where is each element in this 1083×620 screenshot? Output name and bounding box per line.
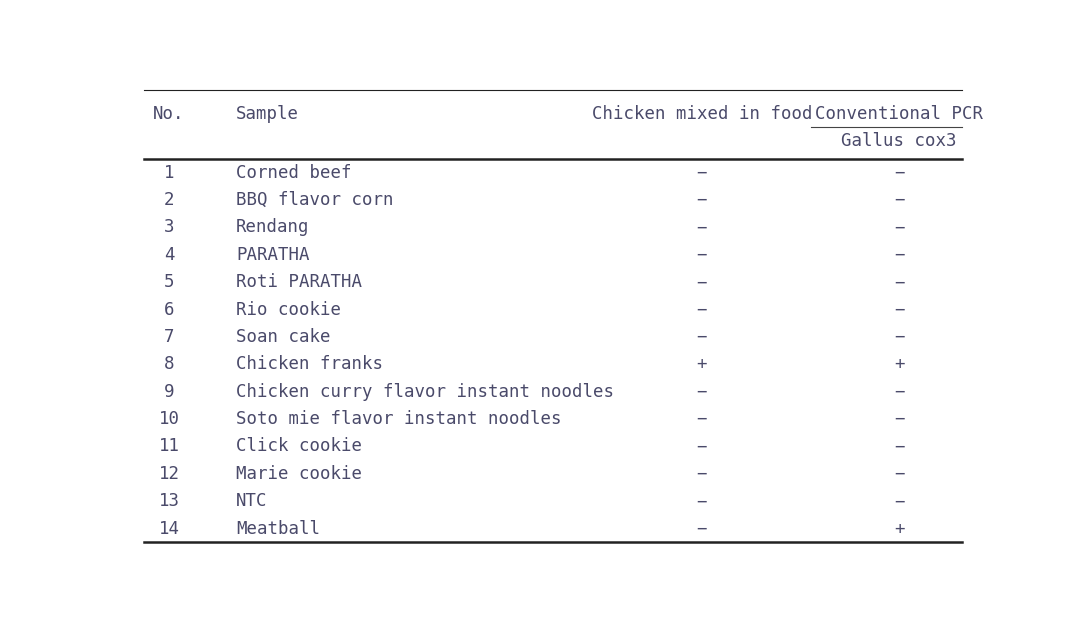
Text: 2: 2 (164, 191, 174, 209)
Text: 5: 5 (164, 273, 174, 291)
Text: −: − (893, 246, 904, 264)
Text: −: − (893, 383, 904, 401)
Text: −: − (696, 520, 707, 538)
Text: 8: 8 (164, 355, 174, 373)
Text: Sample: Sample (236, 105, 299, 123)
Text: −: − (696, 492, 707, 510)
Text: 9: 9 (164, 383, 174, 401)
Text: NTC: NTC (236, 492, 268, 510)
Text: 4: 4 (164, 246, 174, 264)
Text: −: − (893, 438, 904, 456)
Text: Soto mie flavor instant noodles: Soto mie flavor instant noodles (236, 410, 562, 428)
Text: +: + (696, 355, 707, 373)
Text: 7: 7 (164, 328, 174, 346)
Text: Chicken curry flavor instant noodles: Chicken curry flavor instant noodles (236, 383, 614, 401)
Text: Rio cookie: Rio cookie (236, 301, 341, 319)
Text: PARATHA: PARATHA (236, 246, 310, 264)
Text: −: − (893, 465, 904, 483)
Text: −: − (893, 164, 904, 182)
Text: Corned beef: Corned beef (236, 164, 352, 182)
Text: −: − (696, 246, 707, 264)
Text: 10: 10 (158, 410, 180, 428)
Text: 14: 14 (158, 520, 180, 538)
Text: −: − (893, 301, 904, 319)
Text: 11: 11 (158, 438, 180, 456)
Text: −: − (696, 191, 707, 209)
Text: −: − (696, 273, 707, 291)
Text: No.: No. (153, 105, 185, 123)
Text: 13: 13 (158, 492, 180, 510)
Text: Chicken franks: Chicken franks (236, 355, 383, 373)
Text: Roti PARATHA: Roti PARATHA (236, 273, 362, 291)
Text: 6: 6 (164, 301, 174, 319)
Text: −: − (893, 273, 904, 291)
Text: −: − (696, 164, 707, 182)
Text: −: − (893, 218, 904, 236)
Text: Click cookie: Click cookie (236, 438, 362, 456)
Text: −: − (696, 438, 707, 456)
Text: Chicken mixed in food: Chicken mixed in food (591, 105, 812, 123)
Text: +: + (893, 355, 904, 373)
Text: Soan cake: Soan cake (236, 328, 330, 346)
Text: +: + (893, 520, 904, 538)
Text: Rendang: Rendang (236, 218, 310, 236)
Text: −: − (893, 410, 904, 428)
Text: −: − (893, 492, 904, 510)
Text: Marie cookie: Marie cookie (236, 465, 362, 483)
Text: −: − (696, 301, 707, 319)
Text: BBQ flavor corn: BBQ flavor corn (236, 191, 393, 209)
Text: −: − (696, 328, 707, 346)
Text: −: − (696, 410, 707, 428)
Text: Conventional PCR: Conventional PCR (815, 105, 983, 123)
Text: 1: 1 (164, 164, 174, 182)
Text: 12: 12 (158, 465, 180, 483)
Text: −: − (696, 465, 707, 483)
Text: Meatball: Meatball (236, 520, 321, 538)
Text: −: − (696, 218, 707, 236)
Text: −: − (893, 328, 904, 346)
Text: −: − (893, 191, 904, 209)
Text: Gallus cox3: Gallus cox3 (841, 132, 957, 150)
Text: 3: 3 (164, 218, 174, 236)
Text: −: − (696, 383, 707, 401)
